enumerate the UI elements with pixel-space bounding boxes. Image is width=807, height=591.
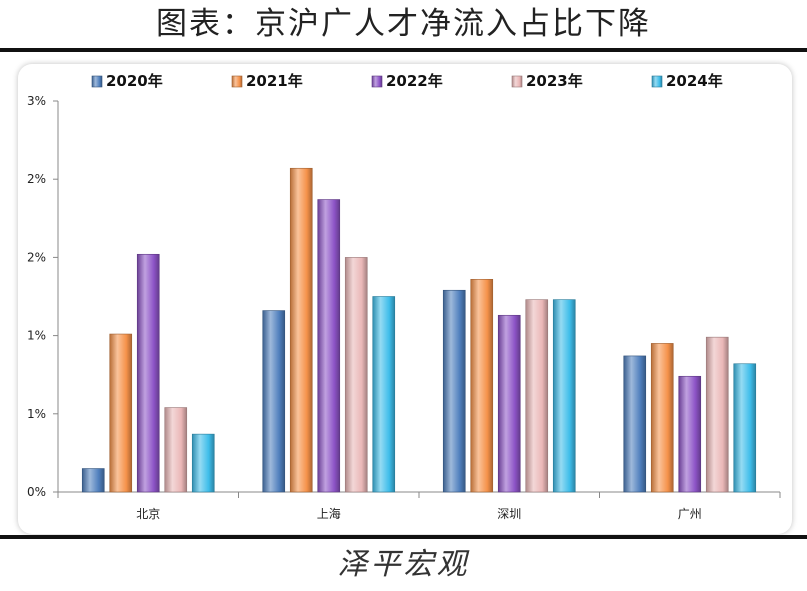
- bar-2023年-上海: [344, 257, 368, 493]
- bar-2024年-北京: [191, 433, 215, 493]
- bars: [81, 167, 757, 493]
- bar-2022年-广州: [678, 375, 702, 493]
- y-tick-label: 1%: [27, 407, 46, 421]
- top-divider: [0, 48, 807, 52]
- x-tick-label: 北京: [136, 507, 160, 521]
- bar-2021年-深圳: [470, 278, 494, 493]
- x-tick-label: 上海: [317, 506, 341, 521]
- x-tick-label: 深圳: [497, 507, 521, 521]
- footer-brand: 泽平宏观: [337, 547, 470, 582]
- x-tick-label: 广州: [678, 507, 702, 521]
- bar-2020年-北京: [81, 468, 105, 493]
- legend-label: 2022年: [386, 72, 443, 90]
- axis-labels: 0% 1% 1% 2% 2% 3% 北京 上海 深圳 广州: [27, 94, 702, 521]
- bar-2021年-广州: [650, 343, 674, 493]
- legend-swatch: [231, 75, 243, 88]
- legend-swatch: [371, 75, 383, 88]
- y-tick-label: 2%: [27, 250, 46, 264]
- y-tick-label: 1%: [27, 329, 46, 343]
- legend-swatch: [651, 75, 663, 88]
- bar-2024年-上海: [372, 296, 396, 493]
- bar-2021年-上海: [289, 167, 313, 493]
- bottom-divider: [0, 535, 807, 539]
- chart-title: 图表：京沪广人才净流入占比下降: [156, 6, 651, 42]
- bar-2020年-深圳: [442, 289, 466, 493]
- legend-label: 2023年: [526, 72, 583, 90]
- bar-2024年-广州: [733, 363, 757, 493]
- bar-2022年-深圳: [497, 314, 521, 493]
- bar-2021年-北京: [109, 333, 133, 493]
- bar-2022年-北京: [136, 253, 160, 493]
- bar-2024年-深圳: [552, 299, 576, 493]
- y-tick-label: 0%: [27, 485, 46, 499]
- legend-label: 2021年: [246, 72, 303, 90]
- y-tick-label: 2%: [27, 172, 46, 186]
- legend: 2020年 2021年 2022年 2023年 2024年: [91, 72, 723, 90]
- bar-2020年-上海: [262, 310, 286, 493]
- legend-label: 2024年: [666, 72, 723, 90]
- legend-label: 2020年: [106, 72, 163, 90]
- bar-2023年-北京: [164, 407, 188, 493]
- bar-2020年-广州: [623, 355, 647, 493]
- y-tick-label: 3%: [27, 94, 46, 108]
- legend-swatch: [91, 75, 103, 88]
- bar-2023年-深圳: [525, 299, 549, 493]
- bar-2022年-上海: [317, 199, 341, 493]
- bar-2023年-广州: [705, 336, 729, 493]
- legend-swatch: [511, 75, 523, 88]
